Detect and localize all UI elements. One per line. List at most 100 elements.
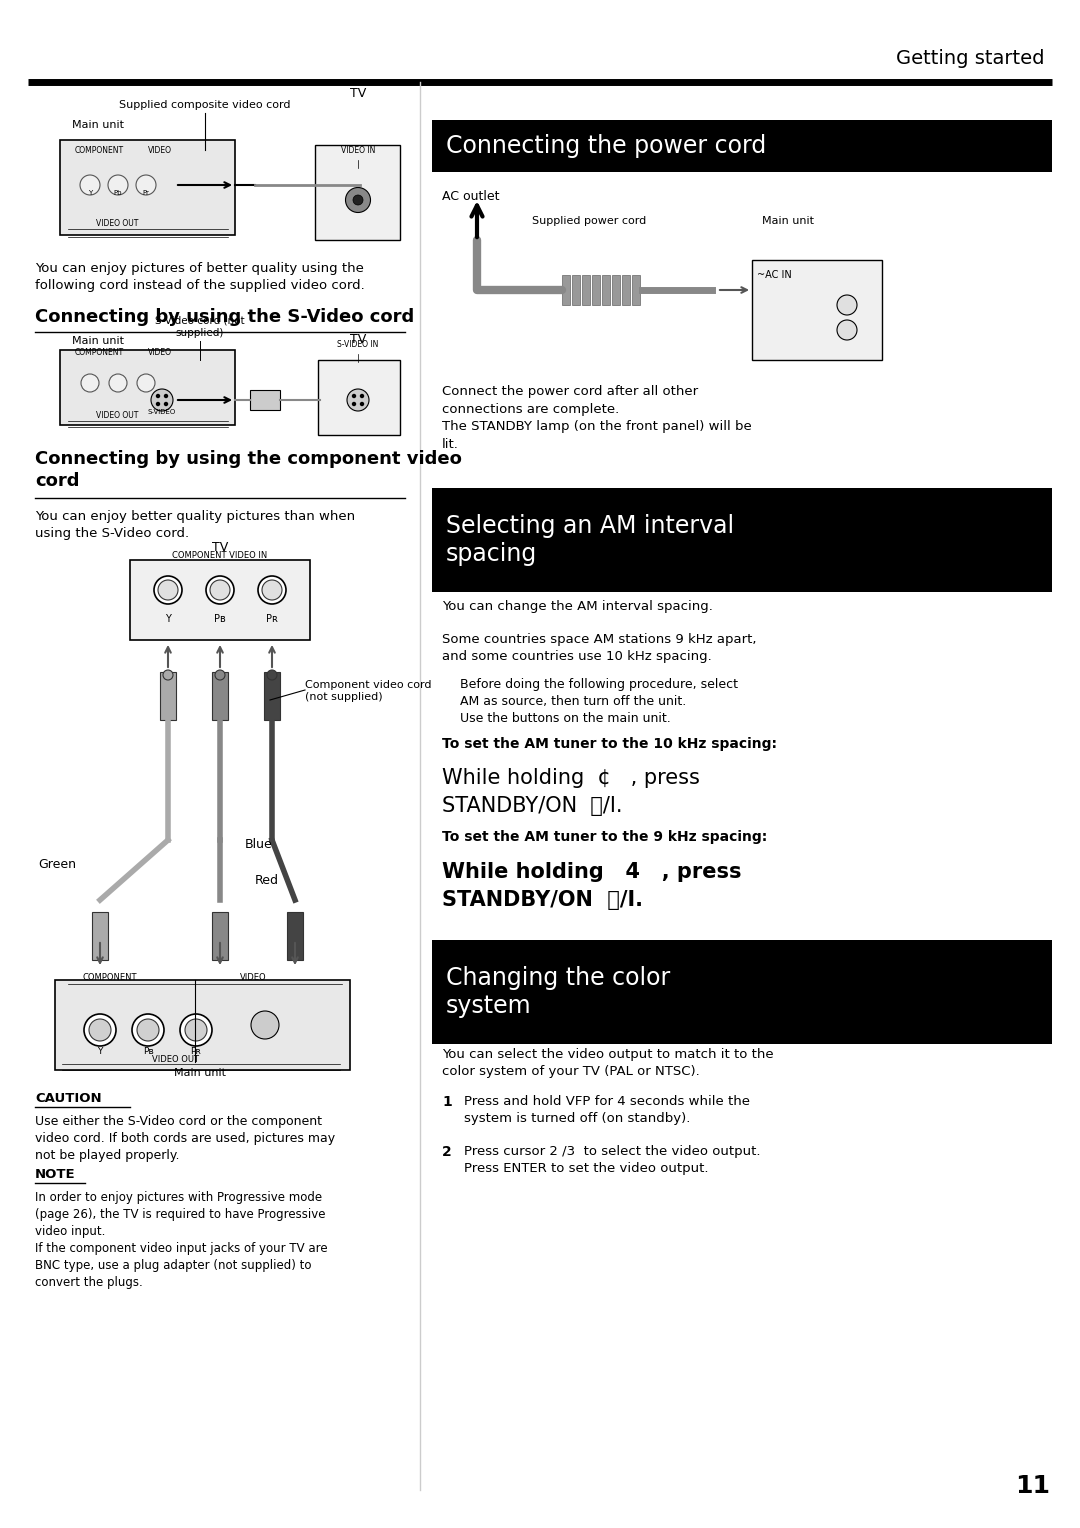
Bar (592, 275, 600, 306)
Ellipse shape (81, 374, 99, 393)
Text: In order to enjoy pictures with Progressive mode
(page 26), the TV is required t: In order to enjoy pictures with Progress… (35, 1190, 327, 1290)
Text: Main unit: Main unit (174, 1068, 226, 1077)
Text: Connecting by using the component video
cord: Connecting by using the component video … (35, 451, 462, 490)
Bar (622, 275, 630, 306)
Ellipse shape (210, 581, 230, 601)
Bar (92, 912, 108, 960)
Text: Press and hold VFP for 4 seconds while the
system is turned off (on standby).: Press and hold VFP for 4 seconds while t… (464, 1096, 750, 1125)
Bar (315, 145, 400, 240)
Text: You can enjoy better quality pictures than when
using the S-Video cord.: You can enjoy better quality pictures th… (35, 510, 355, 539)
Ellipse shape (157, 402, 160, 405)
Text: Supplied power cord: Supplied power cord (532, 215, 646, 226)
Bar (60, 141, 235, 235)
Ellipse shape (837, 319, 858, 341)
Bar (432, 487, 1052, 591)
Bar (582, 275, 590, 306)
Text: Some countries space AM stations 9 kHz apart,
and some countries use 10 kHz spac: Some countries space AM stations 9 kHz a… (442, 633, 756, 663)
Text: Red: Red (255, 874, 279, 886)
Ellipse shape (137, 374, 156, 393)
Bar (249, 390, 280, 410)
Text: Pʀ: Pʀ (266, 614, 278, 623)
Text: Blue: Blue (245, 839, 273, 851)
Ellipse shape (157, 394, 160, 397)
Ellipse shape (180, 1015, 212, 1047)
Ellipse shape (89, 1019, 111, 1041)
Bar (60, 350, 235, 425)
Bar (212, 912, 228, 960)
Bar (287, 912, 303, 960)
Text: While holding  ¢   , press
STANDBY/ON  ⏻/I.: While holding ¢ , press STANDBY/ON ⏻/I. (442, 769, 700, 816)
Text: 2: 2 (442, 1144, 451, 1160)
Ellipse shape (361, 394, 364, 397)
Bar (752, 260, 882, 361)
Text: VIDEO OUT: VIDEO OUT (96, 411, 138, 420)
Ellipse shape (346, 188, 370, 212)
Bar (572, 275, 580, 306)
Ellipse shape (164, 402, 167, 405)
Ellipse shape (352, 394, 355, 397)
Text: VIDEO OUT: VIDEO OUT (96, 219, 138, 228)
Text: Y: Y (165, 614, 171, 623)
Text: VIDEO: VIDEO (240, 973, 267, 983)
Ellipse shape (136, 176, 156, 196)
Text: Getting started: Getting started (896, 49, 1045, 69)
Text: ~AC IN: ~AC IN (757, 270, 792, 280)
Ellipse shape (353, 196, 363, 205)
Ellipse shape (352, 402, 355, 405)
Ellipse shape (347, 390, 369, 411)
Text: COMPONENT VIDEO IN: COMPONENT VIDEO IN (173, 552, 268, 559)
Text: Supplied composite video cord: Supplied composite video cord (119, 99, 291, 110)
Text: TV: TV (350, 87, 366, 99)
Text: You can enjoy pictures of better quality using the
following cord instead of the: You can enjoy pictures of better quality… (35, 261, 365, 292)
Bar (432, 121, 1052, 173)
Ellipse shape (151, 390, 173, 411)
Text: Main unit: Main unit (762, 215, 814, 226)
Ellipse shape (258, 576, 286, 604)
Text: Y: Y (87, 189, 92, 196)
Text: COMPONENT: COMPONENT (83, 973, 137, 983)
Text: Pb: Pb (113, 189, 122, 196)
Text: Y: Y (97, 1047, 103, 1056)
Bar (602, 275, 610, 306)
Ellipse shape (80, 176, 100, 196)
Text: S-VIDEO: S-VIDEO (148, 410, 176, 416)
Text: Press cursor 2 /3  to select the video output.
Press ENTER to set the video outp: Press cursor 2 /3 to select the video ou… (464, 1144, 760, 1175)
Text: VIDEO: VIDEO (148, 348, 172, 358)
Text: You can change the AM interval spacing.: You can change the AM interval spacing. (442, 601, 713, 613)
Text: Use either the S-Video cord or the component
video cord. If both cords are used,: Use either the S-Video cord or the compo… (35, 1115, 335, 1161)
Text: Main unit: Main unit (72, 121, 124, 130)
Ellipse shape (262, 581, 282, 601)
Text: While holding   4   , press
STANDBY/ON  ⏻/I.: While holding 4 , press STANDBY/ON ⏻/I. (442, 862, 742, 911)
Text: To set the AM tuner to the 9 kHz spacing:: To set the AM tuner to the 9 kHz spacing… (442, 830, 767, 843)
Ellipse shape (251, 1012, 279, 1039)
Text: Pʀ: Pʀ (190, 1047, 202, 1056)
Ellipse shape (206, 576, 234, 604)
Text: NOTE: NOTE (35, 1167, 76, 1181)
Text: AC outlet: AC outlet (442, 189, 499, 203)
Ellipse shape (132, 1015, 164, 1047)
Ellipse shape (185, 1019, 207, 1041)
Bar (160, 672, 176, 720)
Text: Selecting an AM interval
spacing: Selecting an AM interval spacing (446, 513, 734, 567)
Text: You can select the video output to match it to the
color system of your TV (PAL : You can select the video output to match… (442, 1048, 773, 1077)
Text: 1: 1 (442, 1096, 451, 1109)
Ellipse shape (837, 295, 858, 315)
Ellipse shape (163, 669, 173, 680)
Ellipse shape (109, 374, 127, 393)
Text: Changing the color
system: Changing the color system (446, 966, 671, 1018)
Text: Before doing the following procedure, select
AM as source, then turn off the uni: Before doing the following procedure, se… (460, 678, 738, 724)
Text: VIDEO OUT: VIDEO OUT (151, 1054, 199, 1063)
Text: COMPONENT: COMPONENT (75, 348, 124, 358)
Text: VIDEO: VIDEO (148, 147, 172, 154)
Ellipse shape (108, 176, 129, 196)
Bar (562, 275, 570, 306)
Text: Pʙ: Pʙ (214, 614, 226, 623)
Text: Pʙ: Pʙ (143, 1047, 153, 1056)
Text: Pr: Pr (143, 189, 149, 196)
Bar (130, 559, 310, 640)
Ellipse shape (361, 402, 364, 405)
Text: Component video cord
(not supplied): Component video cord (not supplied) (305, 680, 432, 703)
Text: Connecting by using the S-Video cord: Connecting by using the S-Video cord (35, 309, 415, 325)
Bar (264, 672, 280, 720)
Text: Connecting the power cord: Connecting the power cord (446, 134, 766, 157)
